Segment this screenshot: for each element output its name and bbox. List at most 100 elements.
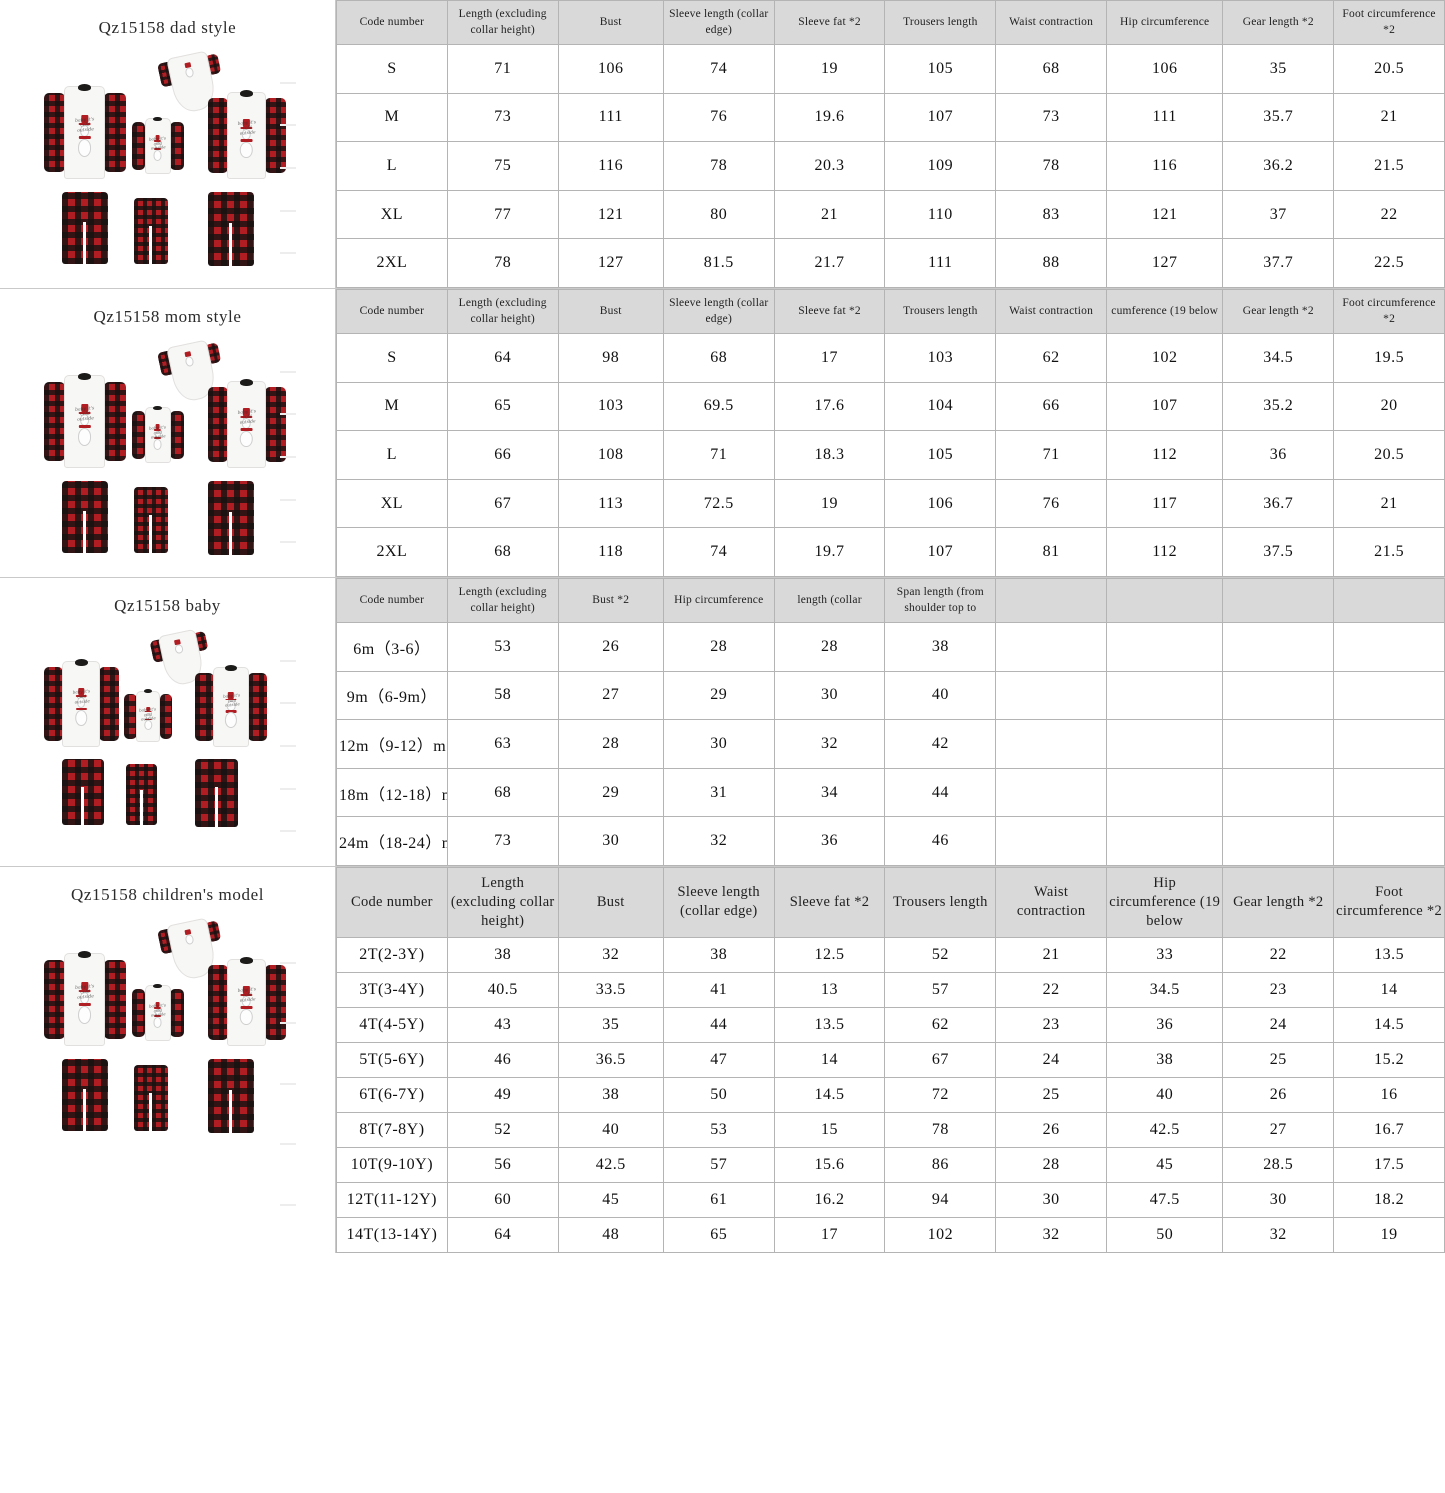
table-row: XL 77 121 80 21 110 83 121 37 22 [336,189,1445,240]
column-header: Waist contraction [995,288,1108,335]
column-header: Sleeve fat *2 [773,867,886,938]
empty-cell [1333,670,1445,721]
measurement-cell: 33.5 [557,971,664,1008]
measurement-cell: 27 [1222,1111,1335,1148]
measurement-cell: 14.5 [773,1076,886,1113]
pajama-sleeve-left [43,667,64,741]
section-title: Qz15158 dad style [98,18,237,37]
size-code-cell: 4T(4-5Y) [336,1006,448,1043]
measurement-cell: 65 [662,1216,775,1253]
size-code-cell: S [336,44,448,94]
pajama-sleeve-right [104,959,126,1040]
size-code-cell: L [336,141,448,191]
measurement-cell: 14 [1333,971,1445,1008]
snowman-graphic [74,687,89,727]
pajama-sleeve-left [207,965,228,1040]
measurement-cell: 116 [1106,141,1224,191]
measurement-cell: 71 [662,430,775,480]
measurement-cell: 19.5 [1333,333,1445,383]
measurement-cell: 20.5 [1333,430,1445,480]
pajama-slogan: baby it's cold outside [148,135,167,151]
measurement-cell: 42.5 [557,1146,664,1183]
column-header: Length (excluding collar height) [446,0,559,46]
pajama-collar [239,378,254,386]
measurement-cell: 118 [557,527,664,577]
measurement-cell: 37 [1222,189,1335,240]
measurement-cell: 71 [446,44,559,94]
measurement-cell: 38 [557,1076,664,1113]
pajama-sleeve-left [131,989,146,1038]
empty-cell [995,767,1108,818]
snowman-graphic [224,691,238,728]
empty-cell [1106,719,1224,769]
empty-cell [1106,767,1224,818]
section-image-column: Qz15158 dad style baby it's cold outside [0,0,336,288]
table-row: 12m（9-12）m 63 28 30 32 42 [336,719,1445,769]
measurement-cell: 78 [884,1111,997,1148]
table-row: 6m（3-6） 53 26 28 28 38 [336,622,1445,672]
empty-cell [995,816,1108,866]
column-header: Sleeve length (collar edge) [662,0,775,46]
measurement-cell: 15.6 [773,1146,886,1183]
measurement-cell: 102 [1106,333,1224,383]
column-header-empty [1222,577,1335,624]
pajama-top: baby it's cold outside [131,405,184,465]
snowman-graphic [76,403,92,446]
table-row: XL 67 113 72.5 19 106 76 117 36.7 21 [336,478,1445,529]
pajama-top: baby it's cold outside [207,89,286,182]
pajama-top: baby it's cold outside [207,956,286,1049]
measurement-cell: 14.5 [1333,1006,1445,1043]
measurement-cell: 13.5 [1333,936,1445,973]
measurement-cell: 32 [662,816,775,866]
measurement-cell: 78 [662,141,775,191]
pajama-top: baby it's cold outside [43,372,126,471]
size-code-cell: XL [336,478,448,529]
measurement-cell: 68 [446,527,559,577]
measurement-cell: 102 [884,1216,997,1253]
size-code-cell: L [336,430,448,480]
pajama-top: baby it's cold outside [43,83,126,182]
measurement-cell: 40 [884,670,997,721]
section-table-column: Code number Length (excluding collar heig… [336,0,1445,288]
measurement-cell: 64 [446,1216,559,1253]
measurement-cell: 75 [446,141,559,191]
measurement-cell: 47 [662,1041,775,1078]
measurement-cell: 77 [446,189,559,240]
empty-cell [1222,622,1335,672]
measurement-cell: 106 [884,478,997,529]
pajama-pants [125,764,158,826]
measurement-cell: 30 [773,670,886,721]
empty-cell [995,719,1108,769]
measurement-cell: 117 [1106,478,1224,529]
measurement-cell: 64 [446,333,559,383]
table-row: 10T(9-10Y) 56 42.5 57 15.6 86 28 45 28.5 17.5 [336,1146,1445,1183]
table-row: 18m（12-18）m 68 29 31 34 44 [336,767,1445,818]
pajama-sleeve-right [99,667,119,741]
measurement-cell: 109 [884,141,997,191]
measurement-cell: 52 [884,936,997,973]
measurement-cell: 74 [662,527,775,577]
measurement-cell: 28 [557,719,664,769]
table-row: L 66 108 71 18.3 105 71 112 36 20.5 [336,430,1445,480]
pajama-top: baby it's cold outside [195,664,268,750]
measurement-cell: 103 [884,333,997,383]
pajama-pants [61,1059,108,1131]
table-row: M 73 111 76 19.6 107 73 111 35.7 21 [336,92,1445,143]
column-header: Foot circumference *2 [1333,867,1445,938]
pajama-slogan: baby it's cold outside [237,119,257,137]
pajama-sleeve-left [43,92,65,173]
measurement-cell: 30 [1222,1181,1335,1218]
measurement-cell: 61 [662,1181,775,1218]
measurement-cell: 18.2 [1333,1181,1445,1218]
photo-edge-marks [274,70,300,263]
measurement-cell: 107 [884,527,997,577]
snowman-graphic [76,114,92,157]
measurement-cell: 17 [773,1216,886,1253]
column-header: Sleeve length (collar edge) [662,867,775,938]
pajama-top: baby it's cold outside [43,950,126,1049]
table-row: 8T(7-8Y) 52 40 53 15 78 26 42.5 27 16.7 [336,1111,1445,1148]
table-header-row: Code number Length (excluding collar heig… [336,288,1445,335]
measurement-cell: 121 [1106,189,1224,240]
pajama-collar [153,116,162,121]
pajama-slogan: baby it's cold outside [75,405,95,423]
